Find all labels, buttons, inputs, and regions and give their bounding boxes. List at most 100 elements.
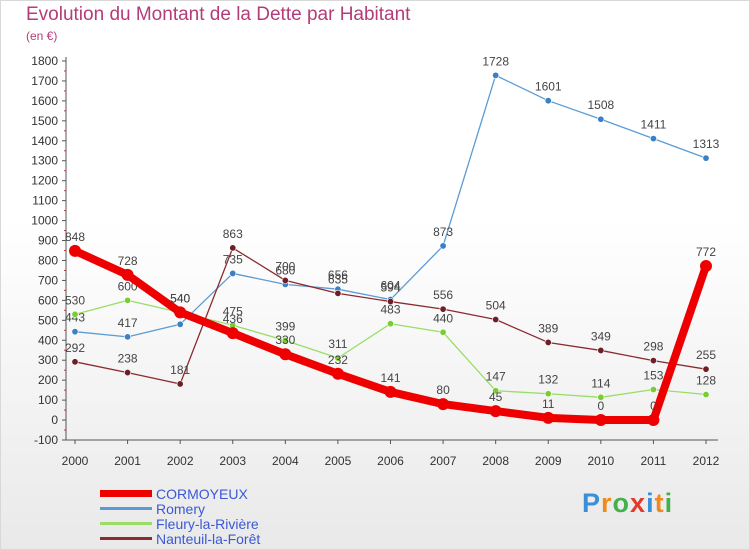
data-point-romery bbox=[597, 115, 605, 123]
data-label-cormoyeux: 0 bbox=[597, 399, 604, 413]
proxiti-logo: Proxiti bbox=[582, 488, 673, 519]
data-point-nanteuil-la-for-t bbox=[229, 244, 237, 252]
data-point-nanteuil-la-for-t bbox=[702, 365, 710, 373]
data-point-romery bbox=[492, 71, 500, 79]
x-tick-label: 2004 bbox=[272, 454, 299, 468]
data-point-nanteuil-la-for-t bbox=[649, 357, 657, 365]
data-point-fleury-la-rivi-re bbox=[124, 296, 132, 304]
data-point-fleury-la-rivi-re bbox=[492, 387, 500, 395]
data-label-cormoyeux: 80 bbox=[436, 383, 450, 397]
data-point-cormoyeux bbox=[121, 268, 134, 281]
legend-item-cormoyeux[interactable]: CORMOYEUX bbox=[100, 486, 260, 502]
logo-letter: o bbox=[612, 488, 631, 518]
y-tick-label: 1600 bbox=[31, 94, 58, 108]
x-tick-label: 2003 bbox=[219, 454, 246, 468]
data-label-cormoyeux: 45 bbox=[489, 390, 503, 404]
logo-letter: t bbox=[654, 488, 665, 518]
data-point-fleury-la-rivi-re bbox=[597, 393, 605, 401]
data-label-fleury-la-rivi-re: 475 bbox=[223, 304, 243, 318]
x-tick-label: 2009 bbox=[535, 454, 562, 468]
legend-item-fleury[interactable]: Fleury-la-Rivière bbox=[100, 515, 260, 532]
data-point-cormoyeux bbox=[331, 367, 344, 380]
data-point-fleury-la-rivi-re bbox=[71, 310, 79, 318]
data-point-nanteuil-la-for-t bbox=[124, 369, 132, 377]
data-point-romery bbox=[229, 269, 237, 277]
legend-item-nanteuil[interactable]: Nanteuil-la-Forêt bbox=[100, 531, 260, 547]
y-tick-label: 1700 bbox=[31, 74, 58, 88]
data-point-romery bbox=[124, 333, 132, 341]
data-label-nanteuil-la-for-t: 238 bbox=[118, 352, 138, 366]
data-point-fleury-la-rivi-re bbox=[702, 391, 710, 399]
data-label-nanteuil-la-for-t: 181 bbox=[170, 363, 190, 377]
y-tick-label: 1400 bbox=[31, 134, 58, 148]
y-tick-label: 1300 bbox=[31, 154, 58, 168]
data-label-cormoyeux: 540 bbox=[170, 291, 190, 305]
data-point-fleury-la-rivi-re bbox=[334, 354, 342, 362]
data-point-nanteuil-la-for-t bbox=[544, 338, 552, 346]
data-label-cormoyeux: 0 bbox=[650, 399, 657, 413]
data-point-fleury-la-rivi-re bbox=[386, 320, 394, 328]
data-label-fleury-la-rivi-re: 483 bbox=[380, 303, 400, 317]
y-tick-label: 600 bbox=[38, 293, 58, 307]
legend-swatch-fleury bbox=[100, 522, 152, 525]
y-tick-label: 100 bbox=[38, 393, 58, 407]
data-label-nanteuil-la-for-t: 863 bbox=[223, 227, 243, 241]
data-label-fleury-la-rivi-re: 399 bbox=[275, 319, 295, 333]
data-label-romery: 604 bbox=[380, 279, 400, 293]
data-point-fleury-la-rivi-re bbox=[439, 328, 447, 336]
data-point-nanteuil-la-for-t bbox=[597, 346, 605, 354]
data-point-romery bbox=[649, 135, 657, 143]
legend-swatch-cormoyeux bbox=[100, 490, 152, 497]
data-label-cormoyeux: 436 bbox=[223, 312, 243, 326]
data-label-romery: 1508 bbox=[587, 98, 614, 112]
data-point-cormoyeux bbox=[594, 414, 607, 427]
data-point-nanteuil-la-for-t bbox=[71, 358, 79, 366]
data-point-cormoyeux bbox=[279, 348, 292, 361]
legend-swatch-romery bbox=[100, 507, 152, 510]
x-tick-label: 2002 bbox=[167, 454, 194, 468]
data-label-romery: 656 bbox=[328, 268, 348, 282]
data-point-cormoyeux bbox=[174, 306, 187, 319]
data-label-fleury-la-rivi-re: 440 bbox=[433, 311, 453, 325]
data-point-cormoyeux bbox=[226, 327, 239, 340]
x-tick-label: 2006 bbox=[377, 454, 404, 468]
y-tick-label: 500 bbox=[38, 313, 58, 327]
data-label-nanteuil-la-for-t: 635 bbox=[328, 272, 348, 286]
data-label-fleury-la-rivi-re: 311 bbox=[328, 337, 347, 351]
y-tick-label: 300 bbox=[38, 353, 58, 367]
chart-subtitle: (en €) bbox=[26, 29, 58, 43]
y-tick-label: 1200 bbox=[31, 174, 58, 188]
data-point-nanteuil-la-for-t bbox=[439, 305, 447, 313]
y-tick-label: 1500 bbox=[31, 114, 58, 128]
logo-letter: P bbox=[582, 488, 602, 518]
data-label-cormoyeux: 772 bbox=[696, 245, 716, 259]
y-tick-label: 1100 bbox=[32, 194, 58, 208]
data-label-fleury-la-rivi-re: 540 bbox=[170, 291, 190, 305]
data-label-cormoyeux: 848 bbox=[65, 230, 85, 244]
legend-swatch-nanteuil bbox=[100, 537, 152, 540]
legend-label-fleury: Fleury-la-Rivière bbox=[156, 515, 259, 532]
data-point-fleury-la-rivi-re bbox=[544, 390, 552, 398]
data-label-cormoyeux: 330 bbox=[275, 333, 295, 347]
y-tick-label: 0 bbox=[51, 413, 58, 427]
data-label-nanteuil-la-for-t: 292 bbox=[65, 341, 85, 355]
data-point-cormoyeux bbox=[700, 260, 712, 273]
logo-letter: x bbox=[630, 488, 647, 518]
data-point-nanteuil-la-for-t bbox=[386, 298, 394, 306]
data-label-nanteuil-la-for-t: 349 bbox=[591, 329, 611, 343]
data-label-cormoyeux: 141 bbox=[380, 371, 400, 385]
data-label-nanteuil-la-for-t: 298 bbox=[643, 340, 663, 354]
y-tick-label: 900 bbox=[38, 234, 58, 248]
chart-legend: CORMOYEUX Romery Fleury-la-Rivière Nante… bbox=[100, 486, 260, 547]
y-tick-label: 1000 bbox=[31, 214, 58, 228]
data-point-cormoyeux bbox=[542, 411, 555, 424]
data-point-nanteuil-la-for-t bbox=[492, 316, 500, 324]
x-tick-label: 2010 bbox=[587, 454, 614, 468]
x-tick-label: 2012 bbox=[693, 454, 720, 468]
legend-item-romery[interactable]: Romery bbox=[100, 501, 260, 517]
chart-title: Evolution du Montant de la Dette par Hab… bbox=[26, 4, 411, 25]
data-point-nanteuil-la-for-t bbox=[334, 289, 342, 297]
data-label-fleury-la-rivi-re: 114 bbox=[591, 376, 610, 390]
data-label-nanteuil-la-for-t: 556 bbox=[433, 288, 453, 302]
